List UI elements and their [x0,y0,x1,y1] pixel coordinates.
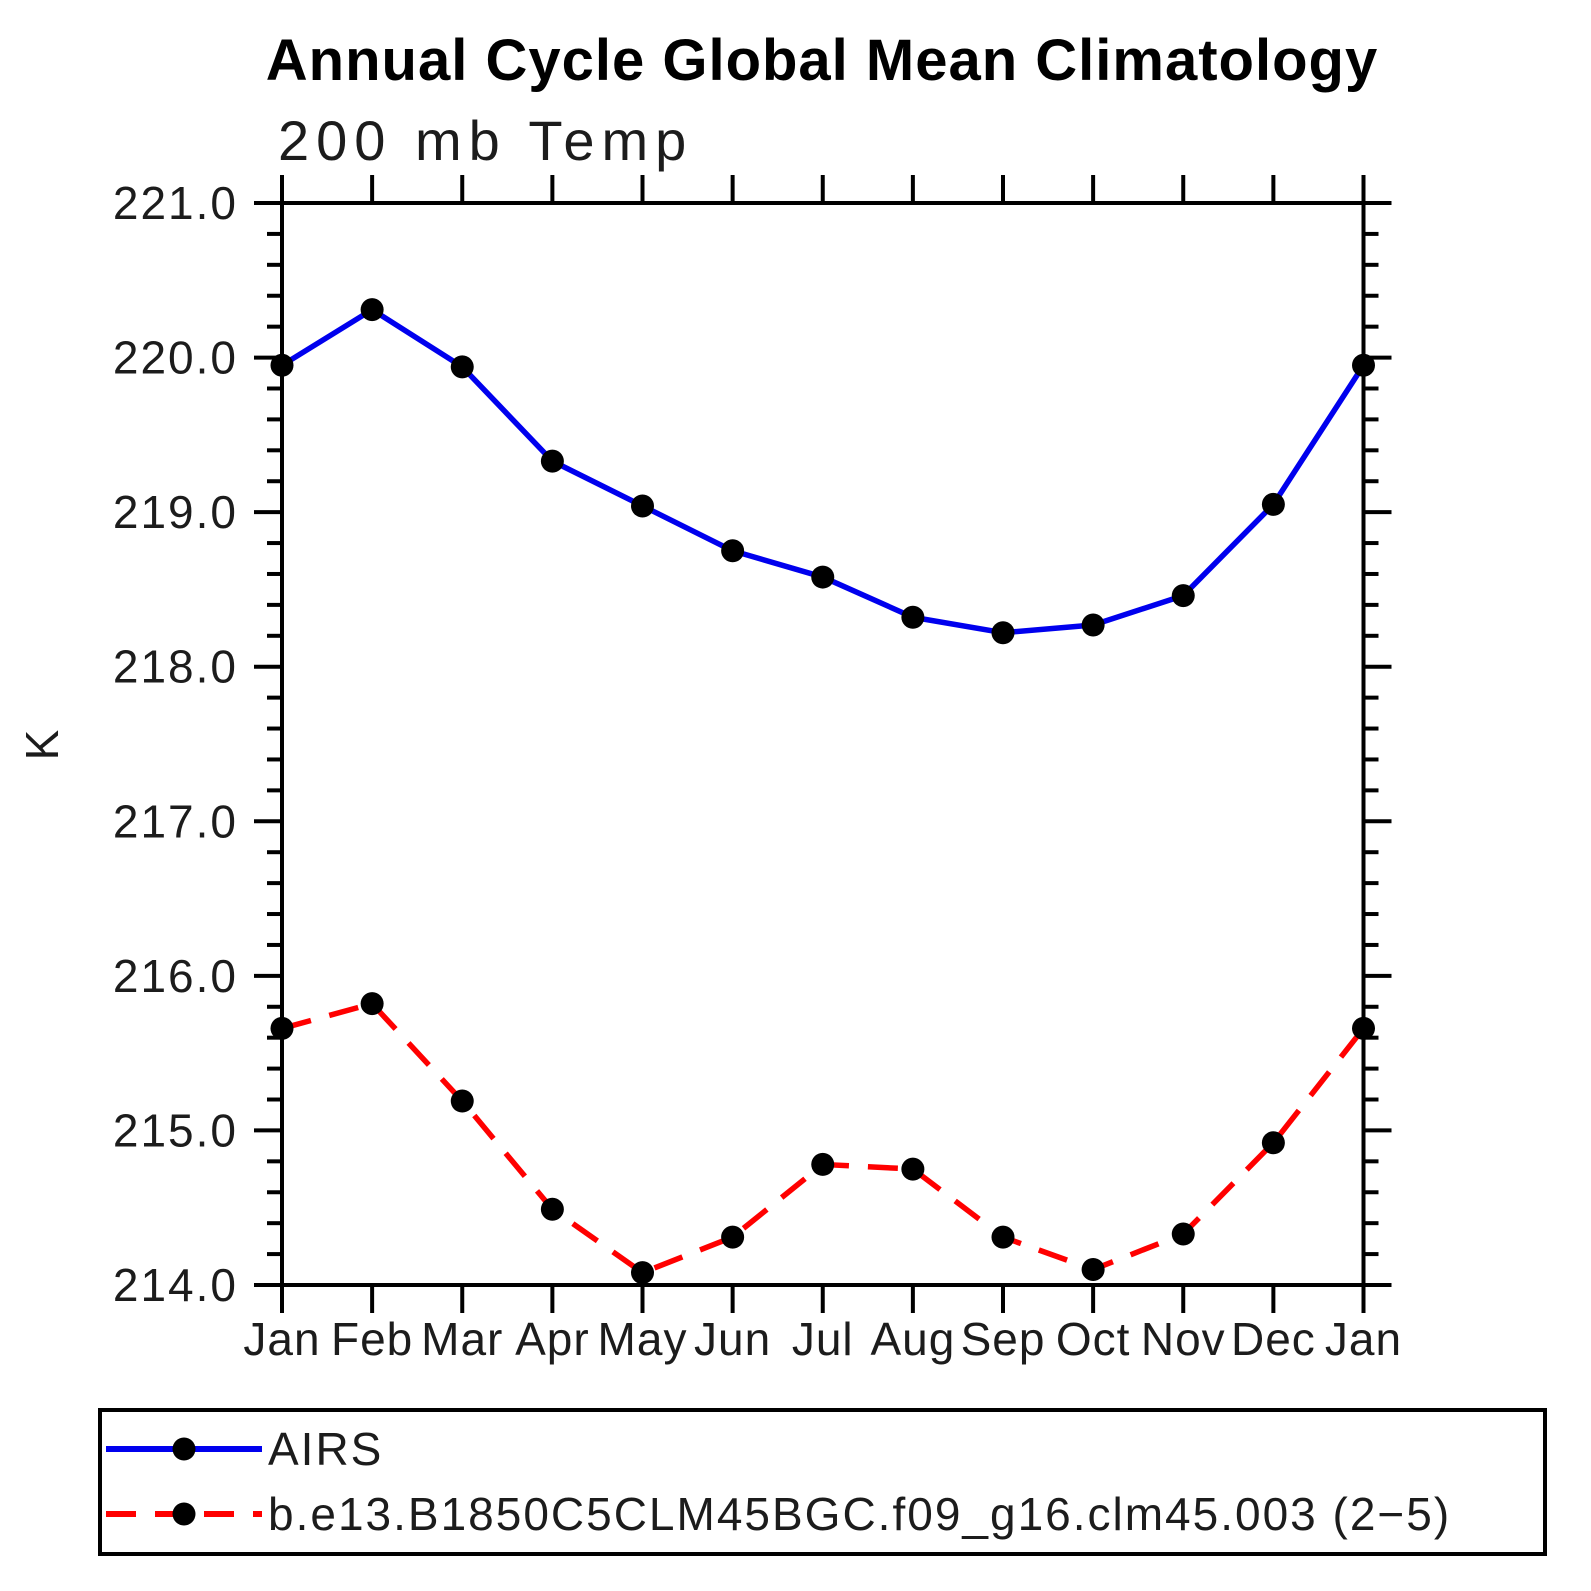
x-tick-label: Nov [1141,1313,1226,1365]
data-point [811,1152,835,1176]
data-point [631,1261,654,1285]
data-point [901,605,925,629]
x-tick-label: Jun [694,1313,771,1365]
plot-frame [280,201,1366,1287]
data-point [1352,353,1375,377]
y-tick-label: 217.0 [113,795,238,847]
data-point [360,298,384,322]
y-tick-label: 221.0 [113,177,238,229]
x-tick-label: Jul [792,1313,854,1365]
x-tick-label: Aug [870,1313,955,1365]
y-axis-label: K [16,728,68,761]
legend-label-airs: AIRS [268,1423,383,1475]
x-tick-label: May [598,1313,688,1365]
legend-label-model: b.e13.B1850C5CLM45BGC.f09_g16.clm45.003 … [268,1488,1451,1540]
series-line-1 [281,1000,1366,1276]
x-tick-label: Jan [243,1313,320,1365]
y-tick-label: 220.0 [113,332,238,384]
legend-marker-model [172,1502,196,1526]
data-point [721,1225,745,1249]
data-point [1081,1258,1105,1282]
x-tick-label: Feb [331,1313,413,1365]
x-tick-label: Oct [1056,1313,1131,1365]
data-point [1171,1222,1195,1246]
data-point [450,355,474,379]
data-point [631,494,654,518]
data-point [1081,613,1105,637]
y-tick-label: 216.0 [113,950,238,1002]
data-point [540,449,564,473]
x-tick-label: Mar [421,1313,503,1365]
legend-box [98,1408,1547,1556]
y-tick-label: 218.0 [113,641,238,693]
legend-marker-airs [172,1437,196,1461]
data-point [270,1016,294,1040]
data-point [360,992,384,1016]
data-point [811,565,835,589]
x-tick-label: Dec [1231,1313,1316,1365]
data-point [991,621,1015,645]
chart-title: Annual Cycle Global Mean Climatology [266,28,1378,93]
x-tick-label: Jan [1325,1313,1402,1365]
x-tick-label: Sep [961,1313,1046,1365]
data-series [270,298,1375,1285]
data-point [901,1157,925,1181]
y-tick-label: 214.0 [113,1259,238,1311]
data-point [1261,492,1285,516]
x-tick-label: Apr [515,1313,590,1365]
y-tick-label: 219.0 [113,486,238,538]
legend: AIRS b.e13.B1850C5CLM45BGC.f09_g16.clm45… [98,1408,1547,1556]
chart-subtitle: 200 mb Temp [278,109,693,172]
data-point [270,353,294,377]
data-point [540,1197,564,1221]
data-point [1261,1131,1285,1155]
data-point [721,539,745,563]
plot-axes: Jan Feb Mar Apr May Jun Jul Aug Sep Oct Nov Dec Jan2… [113,175,1402,1365]
data-point [991,1225,1015,1249]
data-point [450,1089,474,1113]
data-point [1171,584,1195,608]
y-tick-label: 215.0 [113,1104,238,1156]
data-point [1352,1016,1375,1040]
